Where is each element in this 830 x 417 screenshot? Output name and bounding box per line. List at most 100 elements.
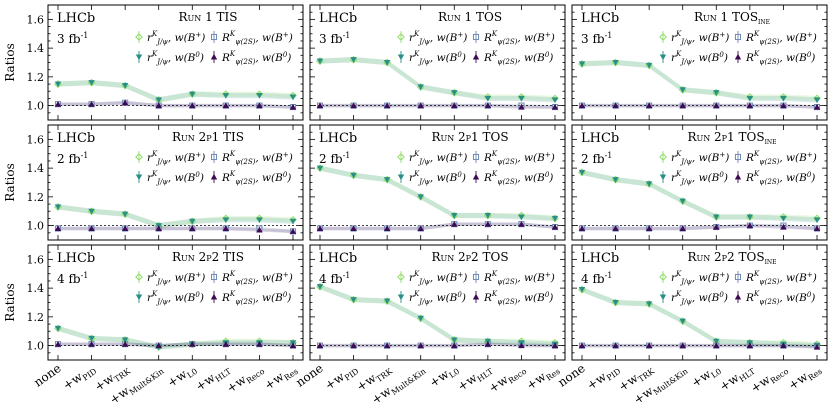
legend-marker <box>397 273 405 281</box>
error-band <box>320 103 555 109</box>
x-category-label: +wPID <box>584 361 622 394</box>
data-point <box>612 177 619 183</box>
error-band <box>582 59 817 103</box>
legend-item: RKψ(2S), w(B+) <box>734 30 817 46</box>
legend-marker <box>397 153 405 161</box>
y-tick-label: 1.4 <box>27 42 45 55</box>
legend-item: rKJ/ψ, w(B+) <box>135 30 205 46</box>
data-point <box>316 165 324 172</box>
legend-item: rKJ/ψ, w(B+) <box>135 270 205 286</box>
panel-2: LHCb 3 fb-1 Run 1 TOS rKJ/ψ, w(B+) RKψ(2S), … <box>309 4 566 121</box>
error-band <box>582 103 817 109</box>
data-point <box>350 172 357 179</box>
legend-marker <box>472 173 480 180</box>
y-tick-label: 1.6 <box>27 13 45 26</box>
data-point <box>155 97 162 104</box>
experiment-label: LHCb <box>319 11 357 26</box>
data-point <box>350 102 357 109</box>
legend-item: RKψ(2S), w(B+) <box>210 150 293 166</box>
data-point <box>645 102 653 109</box>
data-point <box>451 213 458 219</box>
error-band <box>58 204 293 229</box>
data-point <box>612 102 619 109</box>
legend-label: rKJ/ψ, w(B+) <box>147 270 205 286</box>
data-point <box>54 204 62 211</box>
legend-marker <box>472 293 480 300</box>
data-point <box>121 211 129 218</box>
data-point <box>417 225 424 232</box>
experiment-label: LHCb <box>581 11 619 26</box>
x-category-label: +wL0 <box>427 361 461 392</box>
data-point <box>518 214 525 221</box>
legend-label: RKψ(2S), w(B0) <box>221 50 291 66</box>
legend-marker <box>734 273 742 281</box>
x-category-label: +wMult&Kin <box>369 361 428 409</box>
error-band <box>320 342 555 348</box>
legend-marker <box>210 153 218 161</box>
legend-label: rKJ/ψ, w(B0) <box>147 170 204 186</box>
legend-item: rKJ/ψ, w(B0) <box>135 50 204 66</box>
data-point <box>289 228 297 234</box>
data-point <box>189 225 196 232</box>
legend-marker <box>210 273 218 281</box>
data-point <box>155 342 162 349</box>
luminosity-label: 3 fb-1 <box>57 31 88 46</box>
data-point <box>451 342 458 349</box>
data-point <box>713 342 720 349</box>
legend-label: RKψ(2S), w(B0) <box>221 290 291 306</box>
legend-label: rKJ/ψ, w(B+) <box>671 150 729 166</box>
data-point <box>155 102 162 109</box>
panel-title: Run 2p2 TIS <box>172 250 244 264</box>
legend-item: rKJ/ψ, w(B0) <box>659 170 728 186</box>
data-point <box>417 194 424 201</box>
legend-item: rKJ/ψ, w(B0) <box>397 50 466 66</box>
y-axis-label: Ratios <box>3 163 17 202</box>
error-band <box>320 57 555 103</box>
error-band <box>582 286 817 349</box>
data-point <box>222 93 230 99</box>
x-category-label: none <box>293 361 325 390</box>
data-point <box>578 225 586 232</box>
legend-item: RKψ(2S), w(B0) <box>734 290 815 306</box>
data-point <box>121 340 129 347</box>
data-point <box>189 102 196 109</box>
data-point <box>54 81 62 88</box>
error-band <box>320 284 555 346</box>
data-point <box>155 225 162 232</box>
luminosity-label: 2 fb-1 <box>581 151 612 166</box>
data-point <box>518 95 525 102</box>
legend-item: rKJ/ψ, w(B+) <box>135 150 205 166</box>
legend-marker <box>659 174 667 181</box>
legend-label: rKJ/ψ, w(B0) <box>409 50 466 66</box>
legend-item: RKψ(2S), w(B0) <box>734 50 815 66</box>
data-point <box>612 299 619 306</box>
legend-item: RKψ(2S), w(B+) <box>734 150 817 166</box>
data-point <box>713 102 720 109</box>
data-point <box>451 90 458 96</box>
data-point <box>316 342 324 349</box>
experiment-label: LHCb <box>57 11 95 26</box>
data-point <box>484 220 492 227</box>
y-tick-label: 1.0 <box>27 220 45 233</box>
data-point <box>813 217 821 224</box>
panel-title: Run 1 TOS <box>438 10 502 24</box>
experiment-label: LHCb <box>581 251 619 266</box>
y-tick-label: 1.2 <box>27 191 45 204</box>
legend-label: rKJ/ψ, w(B0) <box>409 170 466 186</box>
data-point <box>713 90 720 96</box>
legend-label: rKJ/ψ, w(B+) <box>409 150 467 166</box>
error-band <box>58 325 293 350</box>
error-band <box>320 103 555 109</box>
data-point <box>222 102 230 109</box>
panel-1: 1.0 1.2 1.4 1.6 Ratios LHCb 3 fb-1 Run 1 TIS rKJ… <box>3 4 304 121</box>
legend-label: rKJ/ψ, w(B0) <box>671 50 728 66</box>
y-tick-label: 1.6 <box>27 253 45 266</box>
luminosity-label: 4 fb-1 <box>581 271 612 286</box>
legend-marker <box>472 153 480 161</box>
data-point <box>713 338 720 345</box>
legend-item: RKψ(2S), w(B0) <box>734 170 815 186</box>
data-point <box>551 342 559 349</box>
x-category-label: none <box>31 361 63 390</box>
data-point <box>612 342 619 349</box>
error-band <box>582 286 817 347</box>
